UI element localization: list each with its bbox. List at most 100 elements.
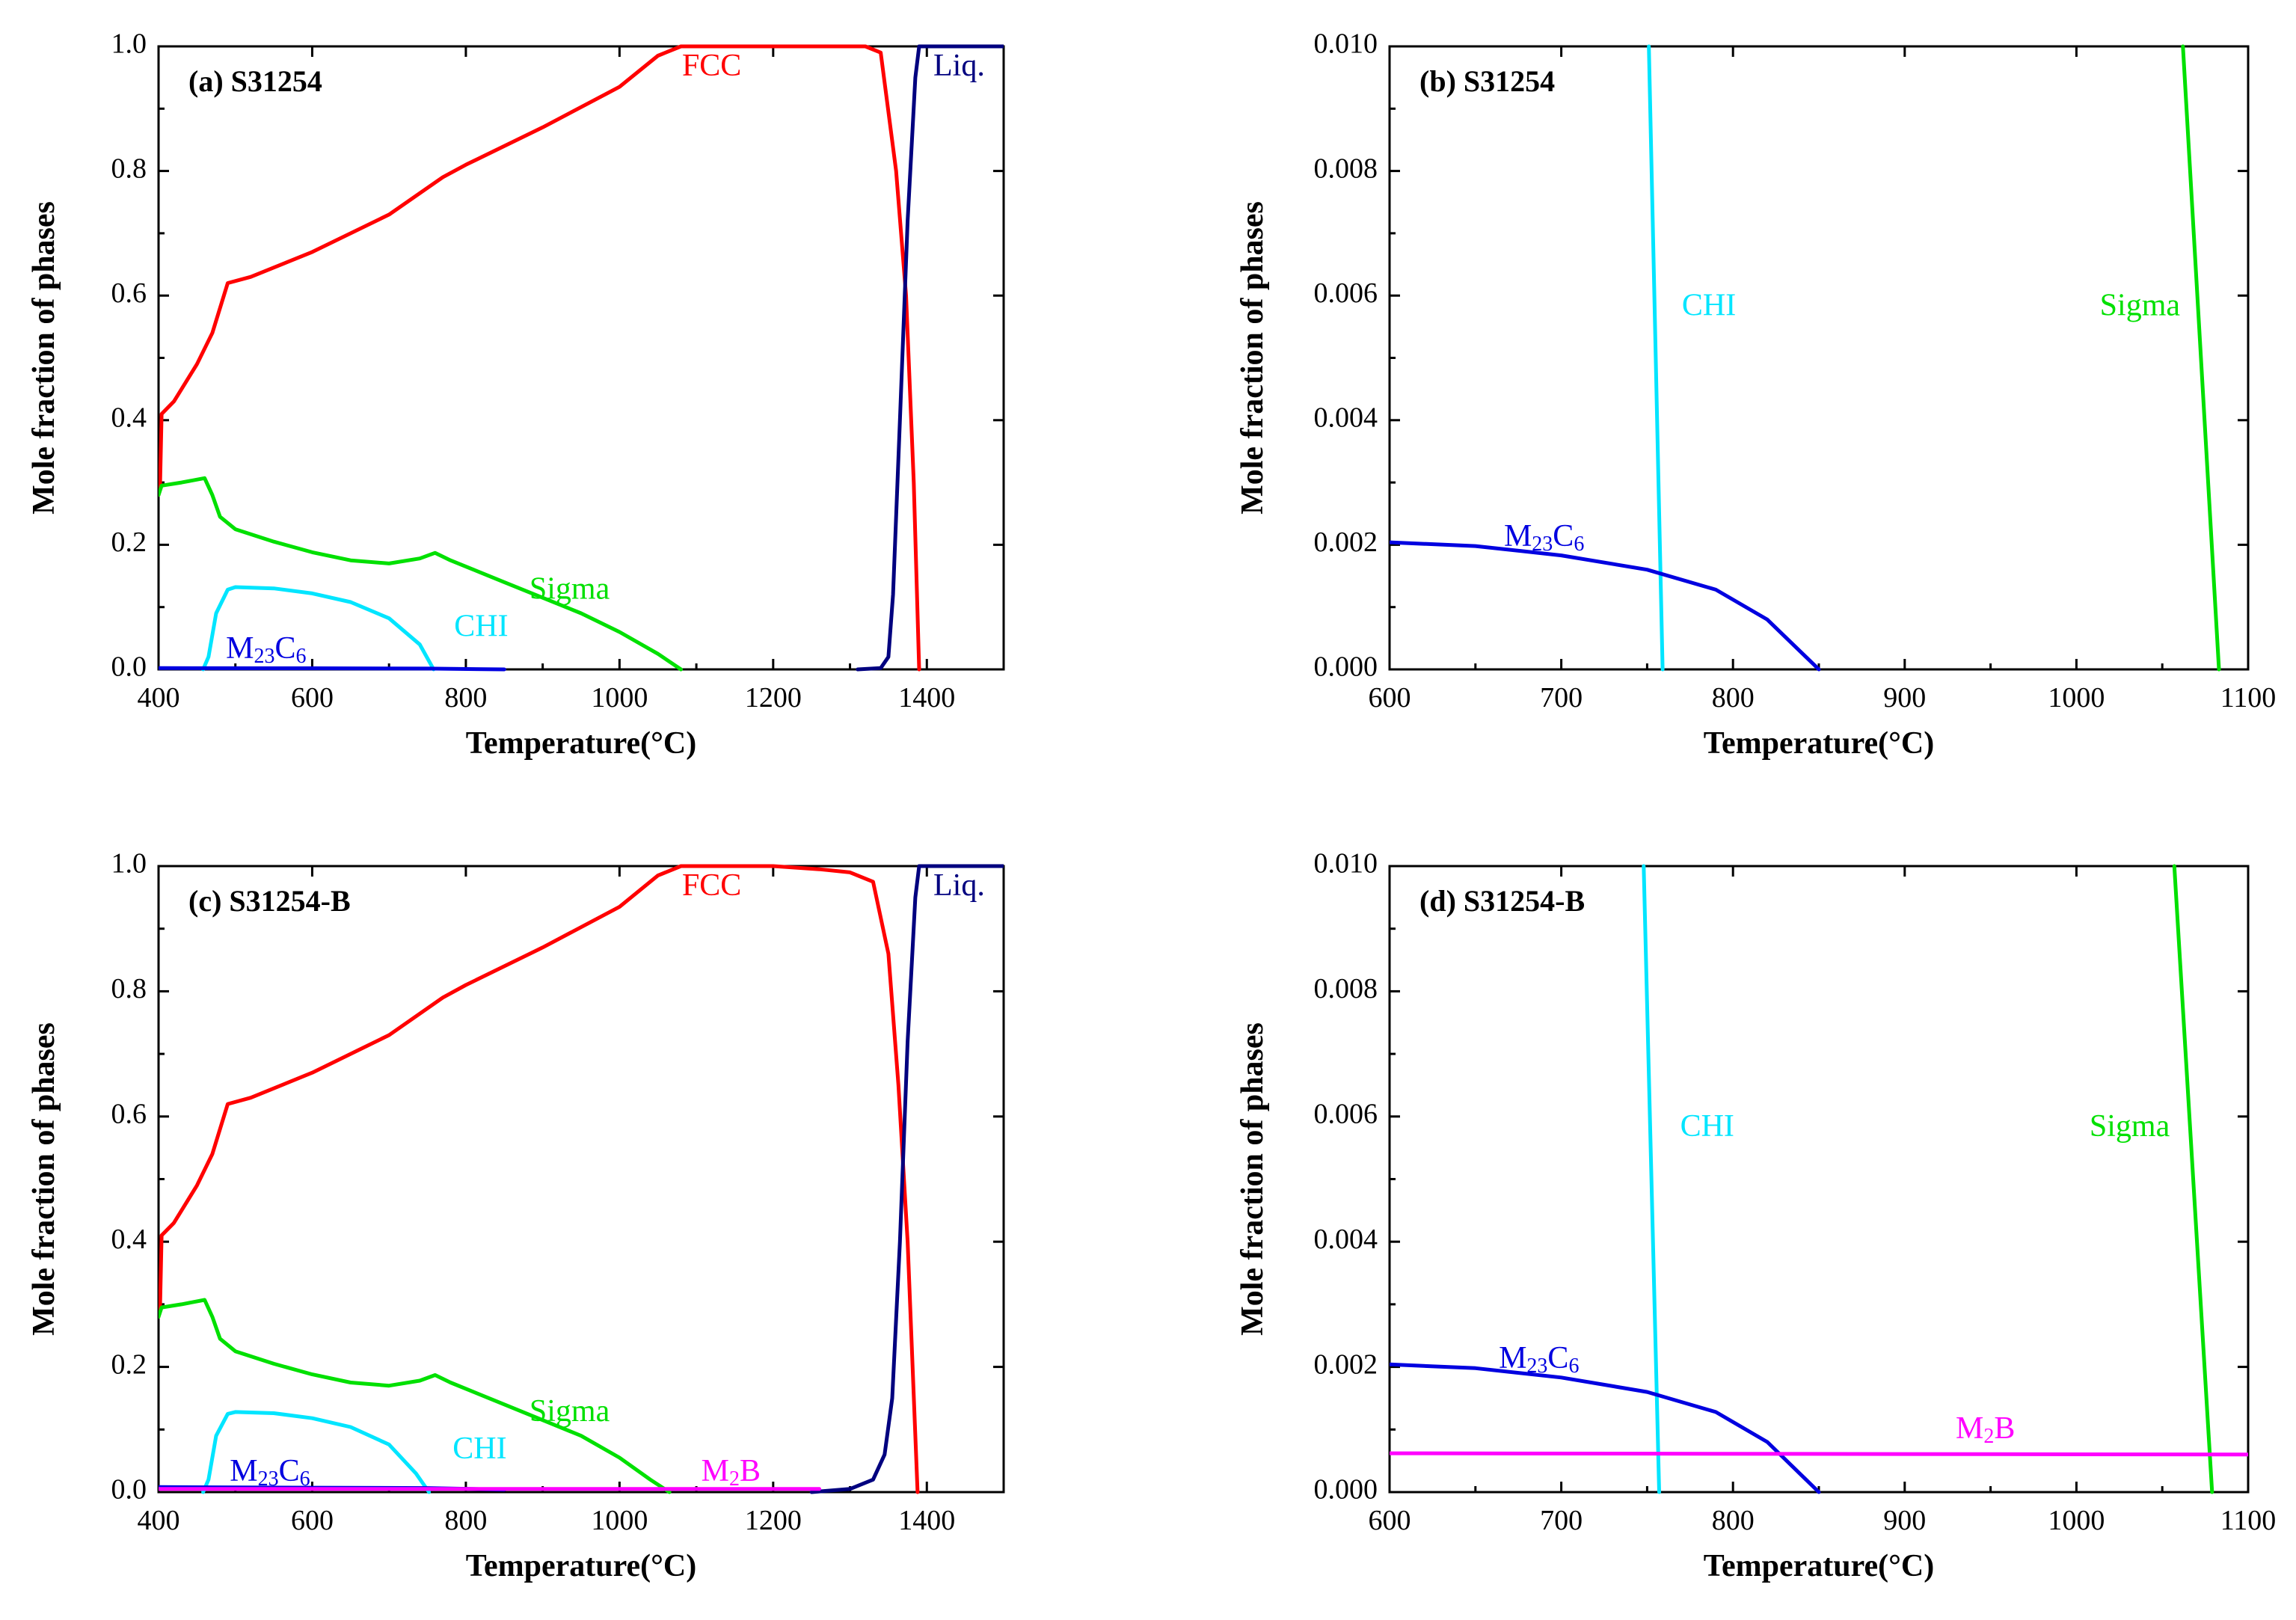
series-line-chi [201, 585, 436, 672]
series-line-chi [1647, 44, 1665, 672]
x-tick-label: 1400 [898, 1505, 955, 1536]
series-line-sigma [2172, 864, 2214, 1494]
x-tick-label: 1000 [591, 1505, 648, 1536]
x-tick-label: 800 [1712, 1505, 1755, 1536]
series-label-m23c6: M23C6 [226, 631, 306, 669]
series-line-m2b [1390, 1451, 2248, 1457]
x-axis-title: Temperature(°C) [466, 1549, 696, 1583]
y-tick-label: 0.010 [1314, 848, 1378, 880]
y-tick-label: 0.004 [1314, 402, 1378, 434]
series-line-liq [856, 44, 1004, 672]
x-tick-label: 1100 [2220, 682, 2277, 714]
y-tick-label: 0.0 [111, 1474, 147, 1506]
y-tick-label: 1.0 [111, 848, 147, 880]
series-line-m23c6 [1390, 540, 1821, 672]
panel-label: (a) S31254 [188, 64, 322, 98]
x-tick-label: 900 [1883, 682, 1926, 714]
y-tick-label: 0.002 [1314, 1349, 1378, 1380]
y-tick-label: 0.008 [1314, 153, 1378, 184]
series-label-m23c6: M23C6 [230, 1454, 310, 1491]
series-label-chi: CHI [454, 609, 508, 643]
y-axis-title: Mole fraction of phases [1236, 201, 1270, 515]
x-tick-label: 400 [138, 1505, 180, 1536]
series-label-sigma: Sigma [530, 572, 610, 607]
x-tick-label: 800 [444, 1505, 487, 1536]
y-tick-label: 0.000 [1314, 651, 1378, 683]
x-tick-label: 600 [1369, 682, 1411, 714]
series-label-sigma: Sigma [530, 1394, 610, 1429]
x-tick-label: 400 [138, 682, 180, 714]
y-tick-label: 0.4 [111, 402, 147, 434]
panel-label: (c) S31254-B [188, 884, 351, 918]
x-tick-label: 600 [1369, 1505, 1411, 1536]
y-axis-title: Mole fraction of phases [1236, 1022, 1270, 1336]
x-tick-label: 1000 [2048, 1505, 2105, 1536]
y-tick-label: 0.006 [1314, 277, 1378, 309]
x-tick-label: 1000 [2048, 682, 2105, 714]
y-tick-label: 0.2 [111, 1349, 147, 1380]
x-tick-label: 1100 [2220, 1505, 2277, 1536]
series-label-chi: CHI [452, 1432, 506, 1466]
series-label-sigma: Sigma [2090, 1109, 2170, 1144]
series-line-fcc [159, 44, 921, 672]
series-line-sigma [2181, 44, 2221, 672]
y-tick-label: 0.006 [1314, 1099, 1378, 1130]
x-axis-title: Temperature(°C) [1704, 726, 1934, 761]
series-line-chi [201, 1410, 432, 1494]
series-label-m2b: M2B [702, 1454, 761, 1491]
x-tick-label: 800 [1712, 682, 1755, 714]
y-tick-label: 0.2 [111, 527, 147, 558]
x-tick-label: 1400 [898, 682, 955, 714]
y-tick-label: 0.004 [1314, 1224, 1378, 1255]
panel-label: (d) S31254-B [1419, 884, 1585, 918]
y-tick-label: 0.4 [111, 1224, 147, 1255]
x-axis-title: Temperature(°C) [1704, 1549, 1934, 1583]
y-tick-label: 0.6 [111, 277, 147, 309]
y-tick-label: 1.0 [111, 28, 147, 60]
panel-label: (b) S31254 [1419, 64, 1555, 98]
x-tick-label: 600 [291, 1505, 334, 1536]
y-tick-label: 0.8 [111, 973, 147, 1004]
panel-b: 600 700 800 900 1000 1100 0.000 0.002 0.004 0.006… [1236, 28, 2276, 761]
y-axis-title: Mole fraction of phases [27, 201, 61, 515]
x-tick-label: 1200 [745, 1505, 802, 1536]
series-label-liq: Liq. [933, 868, 985, 903]
x-tick-label: 600 [291, 682, 334, 714]
series-line-m23c6 [1390, 1362, 1821, 1494]
y-tick-label: 0.0 [111, 651, 147, 683]
panel-d: 600 700 800 900 1000 1100 0.000 0.002 0.004 0.006… [1236, 848, 2276, 1583]
series-label-chi: CHI [1682, 289, 1736, 323]
y-tick-label: 0.008 [1314, 973, 1378, 1004]
series-label-fcc: FCC [682, 868, 741, 903]
series-line-m23c6 [159, 666, 506, 672]
series-label-m2b: M2B [1956, 1411, 2015, 1449]
x-axis-title: Temperature(°C) [466, 726, 696, 761]
series-label-m23c6: M23C6 [1499, 1341, 1579, 1378]
y-tick-label: 0.6 [111, 1099, 147, 1130]
series-line-chi [1642, 864, 1661, 1494]
x-tick-label: 1200 [745, 682, 802, 714]
panel-a: 400 600 800 1000 1200 1400 0.0 0.2 0.4 0.6 0.8 1.0 T… [27, 28, 1005, 761]
x-tick-label: 700 [1540, 682, 1583, 714]
series-line-sigma [159, 1298, 672, 1494]
panel-c: 400 600 800 1000 1200 1400 0.0 0.2 0.4 0.6 0.8 1.0 T… [27, 848, 1005, 1583]
series-label-m23c6: M23C6 [1504, 519, 1584, 556]
series-line-fcc [159, 864, 920, 1494]
x-tick-label: 700 [1540, 1505, 1583, 1536]
series-label-liq: Liq. [933, 49, 985, 83]
x-tick-label: 900 [1883, 1505, 1926, 1536]
y-tick-label: 0.002 [1314, 527, 1378, 558]
series-label-sigma: Sigma [2100, 289, 2181, 323]
x-tick-label: 1000 [591, 682, 648, 714]
y-tick-label: 0.8 [111, 153, 147, 184]
series-label-chi: CHI [1680, 1109, 1734, 1144]
series-label-fcc: FCC [682, 49, 741, 83]
y-tick-label: 0.000 [1314, 1474, 1378, 1506]
x-tick-label: 800 [444, 682, 487, 714]
y-tick-label: 0.010 [1314, 28, 1378, 60]
series-line-sigma [159, 476, 683, 672]
y-axis-title: Mole fraction of phases [27, 1022, 61, 1336]
series-line-liq [809, 864, 1004, 1494]
